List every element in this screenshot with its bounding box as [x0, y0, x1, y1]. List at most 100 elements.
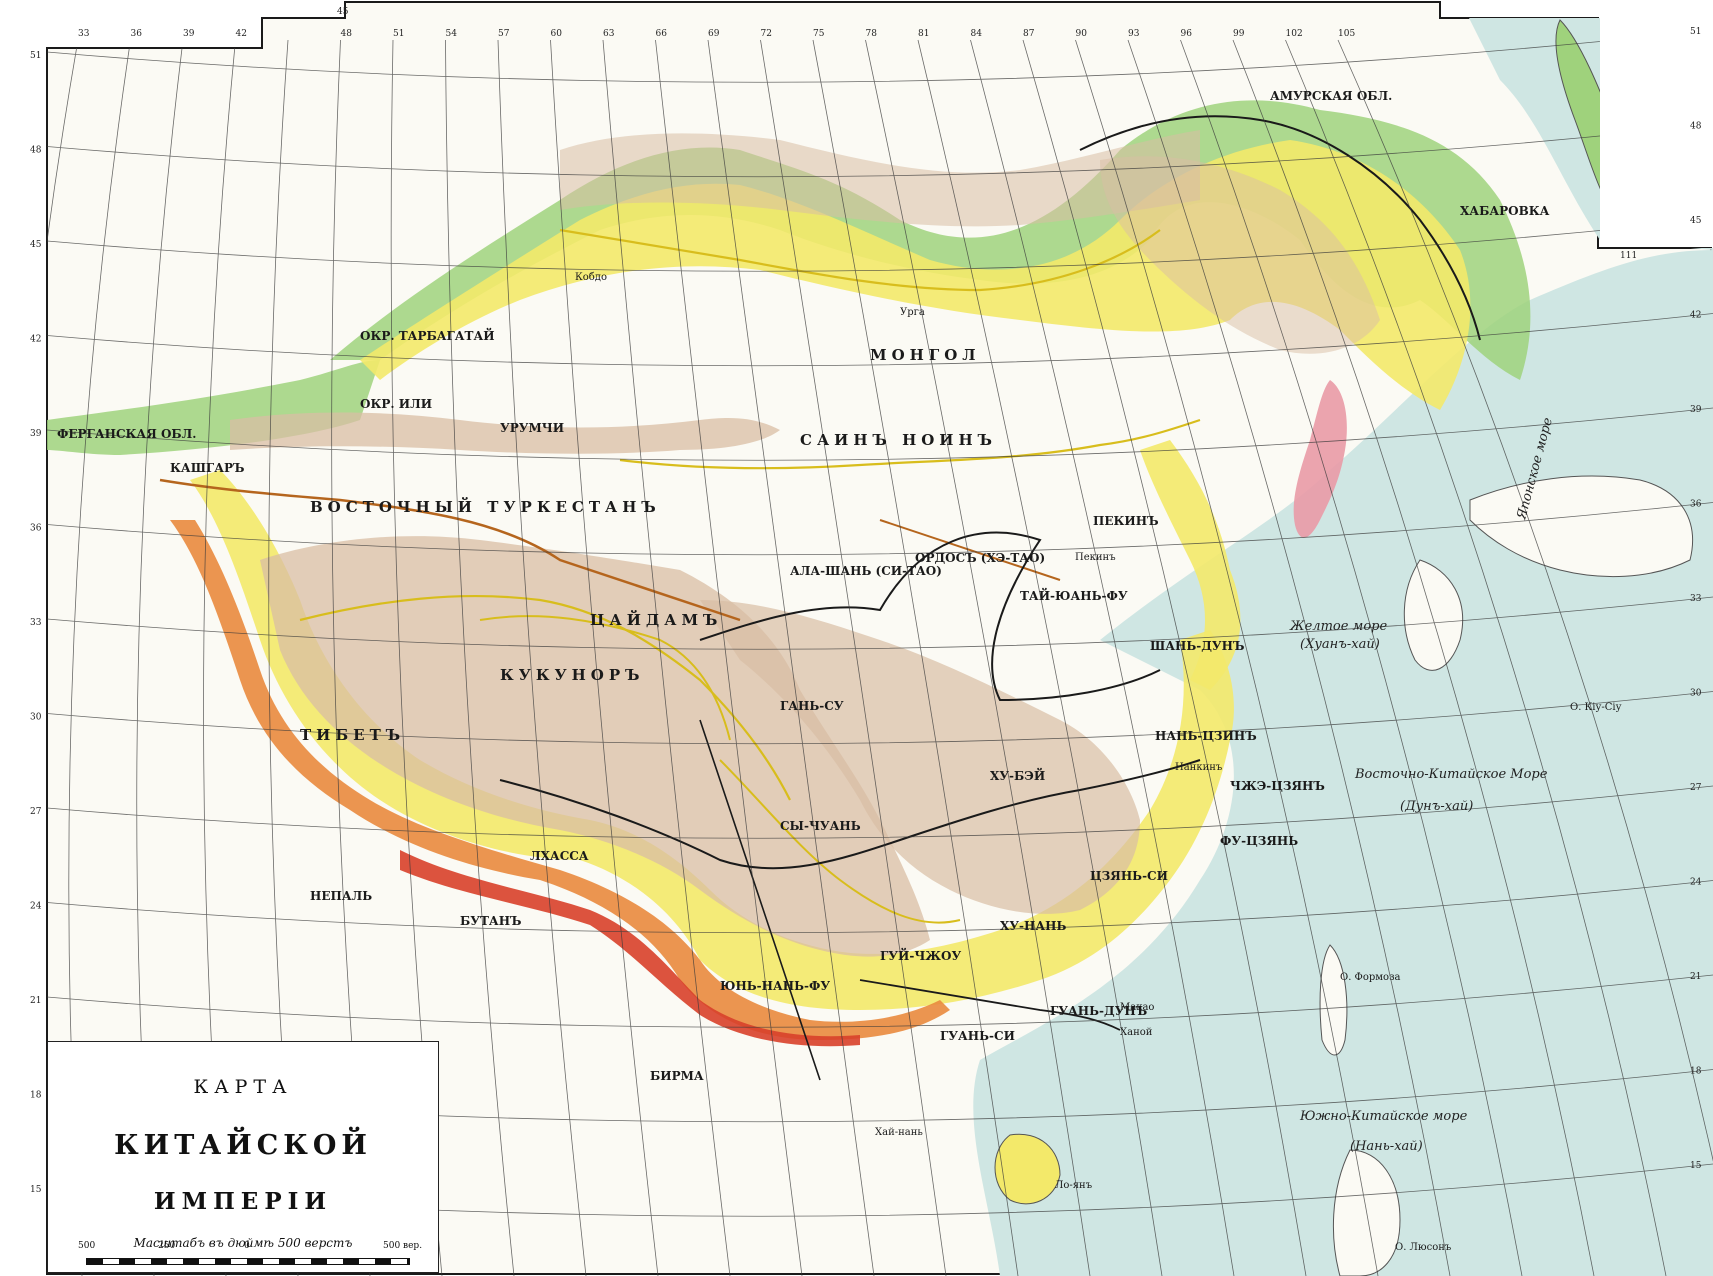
meridian-line: [602, 39, 731, 1276]
label-urumchi: УРУМЧИ: [500, 421, 564, 435]
parallel-line: [47, 407, 1713, 461]
border-mongolia-south: [619, 418, 1201, 470]
label-guizhou: ГУЙ-ЧЖОУ: [880, 947, 961, 963]
label-east-turkestan: ВОСТОЧНЫЙ ТУРКЕСТАНЪ: [310, 497, 661, 516]
longitude-label: 93: [1128, 29, 1140, 39]
japan-kyushu: [1403, 559, 1464, 671]
meridian-line: [1232, 39, 1595, 1276]
highland-central: [700, 600, 1140, 914]
label-taiyuan: ТАЙ-ЮАНЬ-ФУ: [1020, 587, 1128, 603]
label-jiangxi: ЦЗЯНЬ-СИ: [1090, 869, 1168, 883]
formosa: [1319, 944, 1348, 1056]
meridian-line: [970, 39, 1235, 1276]
meridian-line: [1127, 39, 1451, 1276]
latitude-label-left: 15: [30, 1185, 42, 1195]
meridian-line: [865, 39, 1091, 1276]
latitude-label-right: 15: [1690, 1161, 1702, 1171]
meridian-line: [1285, 39, 1667, 1276]
latitude-label-right: 27: [1690, 783, 1702, 793]
label-nanking: Нанкинъ: [1175, 762, 1222, 773]
latitude-label-left: 18: [30, 1091, 42, 1101]
latitude-labels-left: 51 48 45 42 39 36 33 30 27 24 21 18 15: [30, 51, 42, 1195]
scale-bar: [86, 1258, 410, 1265]
label-kashgar: КАШГАРЪ: [170, 461, 244, 475]
label-mongol: МОНГОЛ: [870, 346, 981, 364]
longitude-label: 39: [183, 29, 195, 39]
label-hubei: ХУ-БЭЙ: [990, 767, 1045, 783]
latitude-label-right: 24: [1690, 878, 1702, 888]
parallel-line: [47, 785, 1713, 839]
latitude-label-left: 33: [30, 618, 42, 628]
latitude-label-left: 30: [30, 713, 42, 723]
label-tsaidam: ЦАЙДАМЪ: [590, 610, 722, 629]
yellow-coast-east: [1140, 440, 1241, 690]
scale-caption: Масштабъ въ дюймѣ 500 верстъ: [133, 1236, 353, 1250]
label-fergana: ФЕРГАНСКАЯ ОБЛ.: [57, 427, 196, 441]
latitude-label-left: 51: [30, 51, 41, 61]
orange-belt-himalaya: [170, 520, 950, 1040]
label-samchon: САИНЪ НОИНЪ: [800, 431, 997, 449]
parallel-line: [47, 880, 1713, 934]
longitude-label: 66: [656, 29, 668, 39]
latitude-label-right: 51: [1690, 27, 1701, 37]
red-belt-himalaya: [400, 850, 860, 1047]
label-hainan-city: Ло-янъ: [1055, 1180, 1092, 1191]
scale-tick-0: 0: [244, 1241, 250, 1251]
label-sichuan: СЫ-ЧУАНЬ: [780, 819, 861, 833]
label-south-china-sea-alt: (Нань-хай): [1350, 1139, 1423, 1154]
parallel-line: [47, 313, 1713, 367]
meridian-line: [1337, 39, 1713, 1276]
latitude-label-right: 48: [1690, 122, 1702, 132]
longitude-label: 42: [236, 29, 247, 39]
label-kyushu: О. Кіу-Сіу: [1570, 702, 1622, 713]
latitude-label-left: 45: [30, 240, 42, 250]
label-south-china-sea: Южно-Китайское море: [1299, 1109, 1468, 1124]
latitude-labels-right: 51 48 45 42 39 36 33 30 27 24 21 18 15: [1690, 27, 1702, 1171]
latitude-label-left: 27: [30, 807, 42, 817]
scale-tick-500: 500: [78, 1241, 96, 1251]
label-urga: Урга: [900, 307, 925, 318]
longitude-label: 78: [866, 29, 878, 39]
river-yangtze: [499, 759, 1201, 870]
longitude-label: 99: [1233, 29, 1245, 39]
label-yellow-sea-alt: (Хуанъ-хай): [1300, 637, 1380, 652]
highland-mongolia-north: [560, 130, 1200, 227]
label-nanjing: НАНЬ-ЦЗИНЪ: [1155, 729, 1257, 743]
map-labels: САИНЪ НОИНЪ МОНГОЛ ВОСТОЧНЫЙ ТУРКЕСТАНЪ …: [57, 89, 1622, 1253]
latitude-label-right: 21: [1690, 972, 1701, 982]
meridian-line: [1022, 39, 1307, 1276]
longitude-labels-top: 33 36 39 42 45 48 51 54 57 60 63 66 69 72 75 78 81 84 87 90…: [78, 7, 1637, 261]
latitude-label-left: 24: [30, 902, 42, 912]
label-east-china-sea-alt: (Дунъ-хай): [1400, 799, 1473, 814]
label-guangxi: ГУАНЬ-СИ: [940, 1029, 1015, 1043]
river-mekong: [699, 719, 821, 1081]
latitude-label-right: 39: [1690, 405, 1702, 415]
latitude-label-left: 21: [30, 996, 41, 1006]
meridian-line: [917, 39, 1163, 1276]
latitude-label-left: 48: [30, 146, 42, 156]
river-amur: [1079, 115, 1481, 341]
label-burma: БИРМА: [650, 1069, 704, 1083]
meridian-line: [812, 39, 1019, 1276]
longitude-label: 57: [498, 29, 510, 39]
road-north: [879, 519, 1061, 581]
latitude-label-right: 42: [1690, 311, 1701, 321]
meridian-line: [760, 39, 947, 1276]
label-ordos: ОРДОСЪ (ХЭ-ТАО): [915, 551, 1045, 565]
label-formosa: О. Формоза: [1340, 972, 1401, 983]
parallel-line: [47, 691, 1713, 745]
longitude-label: 51: [393, 29, 404, 39]
latitude-label-right: 30: [1690, 689, 1702, 699]
longitude-label: 69: [708, 29, 720, 39]
longitude-label: 75: [813, 29, 825, 39]
parallel-line: [47, 974, 1713, 1028]
longitude-label: 54: [446, 29, 458, 39]
longitude-label: 105: [1338, 29, 1355, 39]
latitude-label-right: 45: [1690, 216, 1702, 226]
parallel-line: [47, 218, 1713, 272]
title-line2: КИТАЙСКОЙ: [114, 1130, 372, 1161]
label-canton: Макао: [1120, 1002, 1154, 1013]
label-gansu: ГАНЬ-СУ: [780, 699, 844, 713]
road-silk: [159, 478, 741, 622]
title-line3: ИМПЕРІИ: [153, 1188, 333, 1215]
